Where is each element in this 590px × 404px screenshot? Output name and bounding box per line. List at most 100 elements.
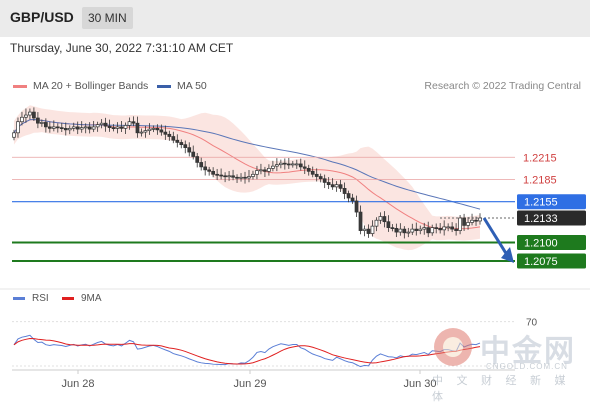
candle xyxy=(151,128,156,130)
candle xyxy=(235,176,239,179)
level-tag-1.2100 xyxy=(517,234,586,250)
candle xyxy=(123,125,128,129)
legend-9ma-label: 9MA xyxy=(81,293,102,304)
candle xyxy=(203,166,208,171)
candle xyxy=(127,121,132,126)
candle xyxy=(314,173,319,177)
candle xyxy=(474,219,478,222)
candle xyxy=(32,111,36,119)
candle xyxy=(207,169,212,172)
level-label-1.2185: 1.2185 xyxy=(523,174,557,186)
candle xyxy=(24,114,28,118)
candle xyxy=(251,173,255,177)
timeframe-badge[interactable]: 30 MIN xyxy=(82,7,133,29)
candle xyxy=(187,147,192,153)
candle xyxy=(259,169,263,172)
candle xyxy=(330,184,335,188)
candle xyxy=(95,124,100,128)
candle xyxy=(338,184,343,189)
candle xyxy=(386,221,391,228)
level-tag-1.2075 xyxy=(517,253,586,269)
legend-rsi-label: RSI xyxy=(32,293,49,304)
candle xyxy=(478,217,482,222)
candle xyxy=(286,163,291,166)
candle xyxy=(458,217,462,231)
candle xyxy=(159,129,164,133)
candle xyxy=(103,122,108,127)
candle xyxy=(462,217,466,226)
level-tag-1.2133 xyxy=(517,210,586,226)
candle xyxy=(446,226,450,229)
candle xyxy=(231,175,235,178)
candle xyxy=(211,170,215,175)
candle xyxy=(430,227,435,234)
ma50-line xyxy=(13,118,481,210)
x-tick-label: Jun 30 xyxy=(403,378,436,390)
candle xyxy=(16,121,20,134)
candle xyxy=(263,169,267,172)
candle xyxy=(51,126,56,129)
candle xyxy=(378,216,383,221)
ma50-swatch xyxy=(157,84,171,88)
candle xyxy=(20,116,24,123)
candle xyxy=(155,128,160,131)
candle xyxy=(470,219,474,223)
bollinger-band xyxy=(13,105,481,251)
candle xyxy=(326,182,331,186)
watermark-logo-icon xyxy=(434,328,472,366)
candle xyxy=(135,122,140,134)
candle xyxy=(306,168,311,172)
candle xyxy=(362,228,367,231)
candle xyxy=(139,131,144,134)
candle xyxy=(243,176,247,179)
candle xyxy=(454,228,458,231)
candle xyxy=(354,200,359,213)
candle xyxy=(450,226,454,230)
level-label-1.2155: 1.2155 xyxy=(524,197,558,209)
chart-date: Thursday, June 30, 2022 7:31:10 AM CET xyxy=(10,41,234,55)
candle xyxy=(271,165,275,169)
candle xyxy=(422,227,427,230)
candle xyxy=(40,122,44,124)
candle xyxy=(183,144,188,148)
candle xyxy=(147,128,152,131)
candle xyxy=(191,151,196,157)
x-tick-label: Jun 28 xyxy=(61,378,94,390)
candle xyxy=(107,125,112,128)
legend-9ma: 9MA xyxy=(62,293,102,304)
candle xyxy=(438,228,443,231)
candle xyxy=(382,216,387,223)
candle xyxy=(239,176,243,179)
candle xyxy=(247,176,251,179)
candle xyxy=(406,231,411,234)
candle xyxy=(12,132,16,138)
level-label-1.2100: 1.2100 xyxy=(524,237,558,249)
copyright: Research © 2022 Trading Central xyxy=(424,80,581,92)
candle xyxy=(131,121,136,124)
candle xyxy=(199,162,204,168)
rsi-line xyxy=(13,334,481,368)
candle xyxy=(322,178,327,183)
candle xyxy=(83,126,88,129)
candle xyxy=(115,126,120,129)
ma9-swatch xyxy=(62,297,74,300)
candle xyxy=(294,163,299,166)
candle xyxy=(36,117,40,124)
candle xyxy=(227,175,231,178)
candle xyxy=(282,162,287,165)
legend-ma20: MA 20 + Bollinger Bands xyxy=(13,80,148,92)
candle xyxy=(318,176,323,180)
candle xyxy=(394,228,399,233)
candle xyxy=(358,211,363,231)
candle xyxy=(434,227,439,229)
candle xyxy=(390,227,395,229)
candle xyxy=(414,228,419,231)
candle xyxy=(44,122,48,128)
rsi-swatch xyxy=(13,297,25,300)
level-label-1.2133: 1.2133 xyxy=(524,213,558,225)
header-bar: GBP/USD 30 MIN xyxy=(0,0,590,37)
candle xyxy=(410,228,415,233)
candle xyxy=(219,174,223,177)
level-label-1.2215: 1.2215 xyxy=(523,152,557,164)
watermark: 中金网 CNGOLD.COM.CN 中 文 财 经 新 媒 体 xyxy=(432,326,582,403)
